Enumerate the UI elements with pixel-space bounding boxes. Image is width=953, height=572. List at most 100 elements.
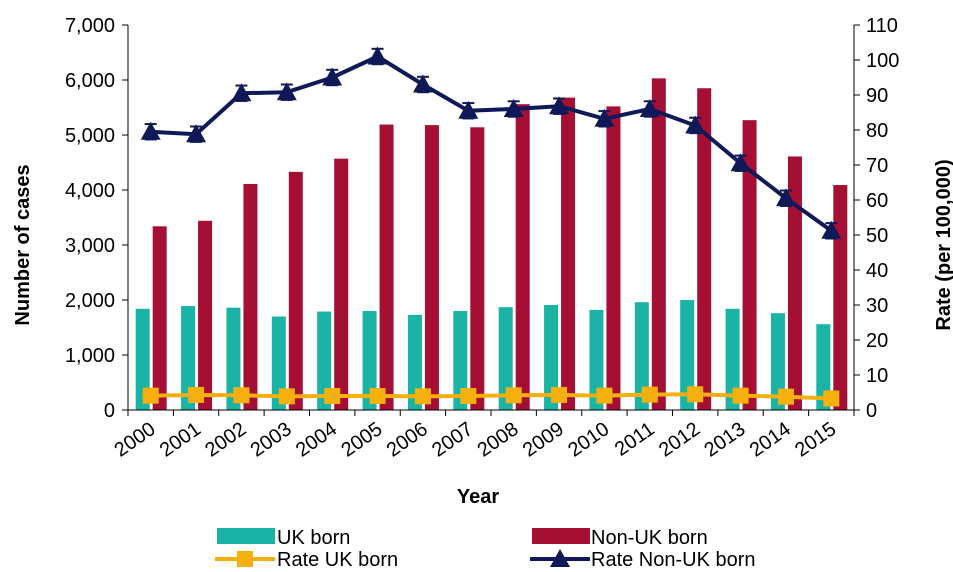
line-rate-uk-born [150, 392, 832, 401]
x-tick-label: 2003 [247, 418, 296, 462]
y2-tick-label: 60 [866, 190, 888, 212]
point-rate-non-uk-born-2002 [231, 83, 252, 102]
x-tick-label: 2012 [655, 418, 704, 462]
bar-uk-born-2007 [453, 311, 468, 410]
x-tick-label: 2004 [292, 418, 341, 462]
y-tick-label: 3,000 [65, 235, 115, 257]
bar-non-uk-born-2014 [787, 156, 802, 410]
y-tick-label: 5,000 [65, 125, 115, 147]
lines-layer [140, 46, 842, 407]
point-rate-non-uk-born-2000 [140, 121, 161, 140]
point-rate-uk-born-2011 [641, 386, 658, 403]
legend-swatch-non-uk-born [532, 528, 590, 544]
legend-swatch-uk-born [217, 528, 275, 544]
point-rate-uk-born-2001 [188, 386, 205, 403]
point-rate-uk-born-2000 [142, 387, 159, 404]
point-rate-uk-born-2010 [596, 387, 613, 404]
bar-uk-born-2013 [725, 308, 740, 410]
legend-item-non-uk-born: Non-UK born [532, 527, 708, 549]
bar-non-uk-born-2007 [470, 127, 485, 411]
point-rate-uk-born-2014 [777, 388, 794, 405]
bar-uk-born-2005 [362, 311, 377, 410]
point-rate-uk-born-2002 [233, 387, 250, 404]
bar-uk-born-2001 [181, 306, 196, 410]
x-tick-label: 2002 [201, 418, 250, 462]
point-rate-uk-born-2015 [823, 390, 840, 407]
bar-non-uk-born-2013 [742, 120, 757, 411]
x-tick-label: 2006 [383, 418, 432, 462]
bar-uk-born-2003 [271, 316, 286, 410]
point-rate-non-uk-born-2003 [276, 82, 297, 101]
axes-layer [122, 24, 860, 416]
point-rate-non-uk-born-2005 [367, 46, 388, 65]
x-tick-label: 2001 [156, 418, 205, 462]
legend-item-rate-non-uk-born: Rate Non-UK born [530, 549, 756, 571]
point-rate-uk-born-2003 [278, 388, 295, 405]
legend-label-uk-born: UK born [277, 527, 350, 549]
bar-non-uk-born-2002 [243, 183, 258, 410]
legend-item-rate-uk-born: Rate UK born [215, 549, 398, 571]
point-rate-non-uk-born-2008 [503, 99, 524, 117]
y2-tick-label: 20 [866, 330, 888, 352]
y-tick-label: 0 [104, 400, 115, 422]
point-rate-uk-born-2004 [324, 388, 341, 404]
x-tick-label: 2008 [473, 418, 522, 462]
bar-non-uk-born-2000 [152, 226, 167, 410]
legend-item-uk-born: UK born [217, 527, 350, 549]
y2-tick-label: 70 [866, 155, 888, 177]
x-tick-label: 2007 [428, 418, 477, 462]
y-tick-label: 1,000 [65, 345, 115, 367]
bar-uk-born-2010 [589, 309, 604, 410]
bar-uk-born-2014 [770, 313, 785, 410]
bar-uk-born-2009 [544, 304, 559, 410]
bar-non-uk-born-2003 [288, 171, 303, 410]
bar-uk-born-2000 [135, 308, 150, 410]
legend-marker-rate-non-uk-born [550, 549, 570, 567]
x-tick-label: 2000 [110, 418, 159, 462]
y2-tick-label: 30 [866, 295, 888, 317]
y2-tick-label: 10 [866, 365, 888, 387]
legend-marker-rate-uk-born [237, 551, 253, 567]
y2-tick-label: 90 [866, 85, 888, 107]
x-tick-label: 2009 [519, 418, 568, 462]
point-rate-non-uk-born-2004 [322, 67, 343, 86]
bar-non-uk-born-2004 [334, 158, 349, 410]
point-rate-uk-born-2013 [732, 387, 749, 404]
x-tick-label: 2010 [564, 418, 613, 462]
x-tick-label: 2014 [746, 418, 795, 462]
legend-label-rate-uk-born: Rate UK born [277, 549, 398, 571]
bar-non-uk-born-2006 [424, 125, 439, 410]
bar-uk-born-2006 [407, 314, 422, 410]
point-rate-non-uk-born-2006 [412, 74, 433, 93]
bar-non-uk-born-2012 [697, 88, 712, 410]
y2-tick-label: 50 [866, 225, 888, 247]
bar-non-uk-born-2010 [606, 106, 621, 411]
bar-non-uk-born-2011 [651, 78, 666, 410]
y2-axis-title: Rate (per 100,000) [933, 159, 953, 330]
bar-non-uk-born-2015 [833, 185, 848, 410]
point-rate-non-uk-born-2007 [458, 100, 479, 119]
point-rate-non-uk-born-2012 [685, 115, 706, 134]
y2-tick-label: 40 [866, 260, 888, 282]
point-rate-non-uk-born-2009 [549, 96, 570, 115]
point-rate-uk-born-2007 [460, 388, 477, 404]
point-rate-non-uk-born-2014 [775, 188, 796, 207]
x-axis-title: Year [457, 486, 499, 508]
legend: UK born Non-UK born Rate UK born Rate No… [215, 527, 756, 571]
x-tick-label: 2015 [791, 418, 840, 462]
point-rate-uk-born-2012 [687, 386, 704, 403]
point-rate-uk-born-2006 [414, 388, 431, 405]
bar-non-uk-born-2005 [379, 124, 394, 411]
x-tick-label: 2011 [611, 418, 659, 461]
point-rate-uk-born-2005 [369, 388, 386, 404]
bar-uk-born-2004 [317, 311, 332, 410]
bar-uk-born-2012 [680, 300, 695, 410]
y2-tick-label: 80 [866, 120, 888, 142]
y-tick-label: 6,000 [65, 70, 115, 92]
point-rate-non-uk-born-2011 [639, 99, 660, 117]
point-rate-non-uk-born-2013 [730, 153, 751, 172]
point-rate-uk-born-2009 [551, 386, 568, 403]
y-axis-title: Number of cases [12, 164, 34, 325]
bar-uk-born-2011 [634, 302, 649, 410]
